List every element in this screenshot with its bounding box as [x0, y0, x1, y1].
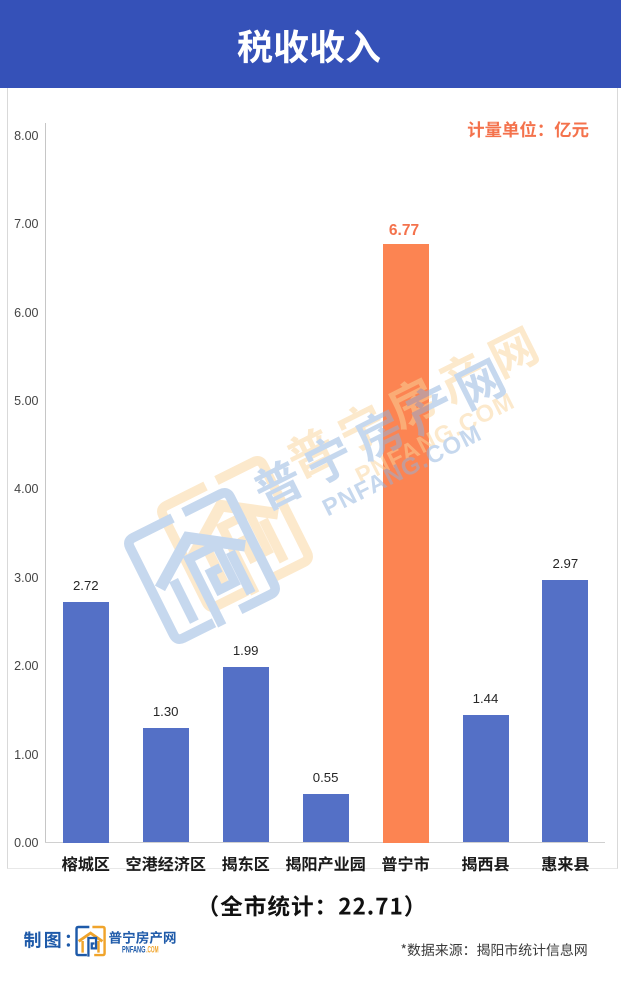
svg-text:.COM: .COM [146, 945, 158, 956]
svg-text:PNFANG: PNFANG [122, 945, 146, 956]
